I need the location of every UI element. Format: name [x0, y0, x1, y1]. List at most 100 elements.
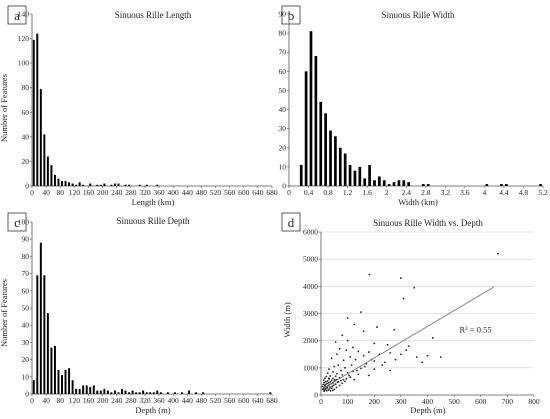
scatter-point [327, 389, 330, 392]
scatter-point [373, 342, 376, 345]
x-tick-label-a: 240 [111, 188, 123, 197]
scatter-point [376, 326, 378, 328]
bar-a [128, 184, 131, 186]
bar-a [110, 184, 113, 186]
bar-c [85, 385, 88, 394]
bar-c [99, 390, 102, 394]
scatter-point [334, 375, 337, 378]
bar-c [159, 392, 162, 394]
x-tick-label-b: 3.2 [441, 188, 451, 197]
panel-letter-c: c [14, 215, 20, 230]
r-squared-annotation: R² = 0.55 [459, 325, 491, 335]
scatter-point [334, 341, 337, 343]
bar-c [89, 387, 92, 394]
scatter-point [328, 368, 330, 371]
scatter-point [354, 358, 357, 361]
bar-a [32, 39, 35, 186]
x-tick-label-b: 2.8 [421, 188, 431, 197]
bar-c [142, 390, 145, 394]
scatter-point [329, 381, 332, 383]
panel-letter-d: d [288, 215, 295, 230]
x-tick-label-c: 360 [153, 396, 165, 405]
scatter-point [327, 381, 330, 384]
x-tick-label-b: 0.4 [304, 188, 314, 197]
y-tick-label-b: 60 [279, 67, 287, 76]
x-tick-label-d: 600 [475, 397, 487, 406]
scatter-point [426, 354, 429, 357]
bar-c [64, 369, 67, 394]
scatter-point [346, 339, 349, 342]
scatter-point [336, 372, 338, 375]
bar-b [329, 130, 332, 186]
scatter-point [338, 347, 341, 350]
bar-c [78, 388, 81, 394]
scatter-point [368, 351, 370, 353]
x-tick-label-d: 800 [528, 397, 540, 406]
y-tick-label-d: 0 [314, 391, 318, 400]
scatter-point [353, 378, 356, 381]
bar-a [113, 183, 116, 186]
bar-c [152, 392, 155, 394]
y-tick-label-d: 5000 [303, 255, 318, 264]
y-tick-label-c: 0 [25, 390, 29, 399]
bar-b [402, 180, 406, 186]
bar-a [64, 181, 67, 186]
scatter-point [345, 377, 348, 380]
bar-b [343, 153, 347, 186]
bar-a [61, 181, 63, 186]
bar-c [61, 375, 63, 394]
scatter-point [329, 375, 332, 377]
x-tick-label-a: 280 [125, 188, 137, 197]
panel-letter-box-c [7, 212, 27, 232]
scatter-point [357, 373, 360, 376]
trendline [320, 286, 495, 390]
bar-a [82, 184, 85, 186]
x-tick-label-d: 400 [422, 397, 434, 406]
y-tick-label-c: 50 [22, 304, 30, 313]
x-tick-label-a: 160 [83, 188, 95, 197]
x-axis-label-a: Length (km) [132, 197, 175, 207]
y-tick-label-a: 80 [22, 83, 30, 92]
scatter-point [330, 379, 333, 382]
y-tick-label-d: 4000 [303, 282, 318, 291]
bar-c [156, 390, 159, 394]
x-axis-label-d: Depth (m) [410, 405, 445, 415]
bar-b [387, 184, 391, 186]
scatter-point [413, 286, 416, 289]
panel-letter-box-b [281, 5, 301, 25]
scatter-point [368, 273, 371, 276]
x-tick-label-b: 5.2 [538, 188, 548, 197]
x-tick-label-a: 360 [153, 188, 165, 197]
bar-b [373, 180, 376, 186]
x-tick-label-a: 120 [69, 188, 81, 197]
chart-title-d: Sinuous Rille Width vs. Depth [373, 218, 483, 228]
bar-b [324, 113, 327, 186]
scatter-point [407, 345, 410, 347]
x-tick-label-a: 0 [30, 188, 34, 197]
bar-a [96, 184, 99, 186]
x-tick-label-b: 4.4 [499, 188, 509, 197]
scatter-point [323, 384, 326, 387]
scatter-point [324, 380, 327, 383]
scatter-point [345, 349, 348, 352]
scatter-point [405, 349, 408, 352]
bar-a [46, 156, 49, 186]
scatter-point [326, 379, 329, 382]
bar-c [96, 390, 99, 394]
scatter-point [342, 378, 345, 381]
scatter-point [323, 390, 326, 393]
scatter-point [353, 323, 356, 326]
scatter-point [344, 380, 346, 383]
scatter-point [439, 356, 442, 358]
x-tick-label-c: 480 [196, 396, 208, 405]
scatter-point [331, 385, 334, 388]
y-tick-label-b: 50 [279, 86, 287, 95]
bar-c [138, 392, 141, 394]
x-tick-label-c: 640 [252, 396, 264, 405]
bar-a [156, 184, 159, 186]
bar-c [131, 390, 134, 394]
bar-b [505, 184, 508, 186]
bar-b [407, 182, 411, 186]
scatter-point [326, 372, 329, 375]
x-tick-label-c: 200 [97, 396, 109, 405]
